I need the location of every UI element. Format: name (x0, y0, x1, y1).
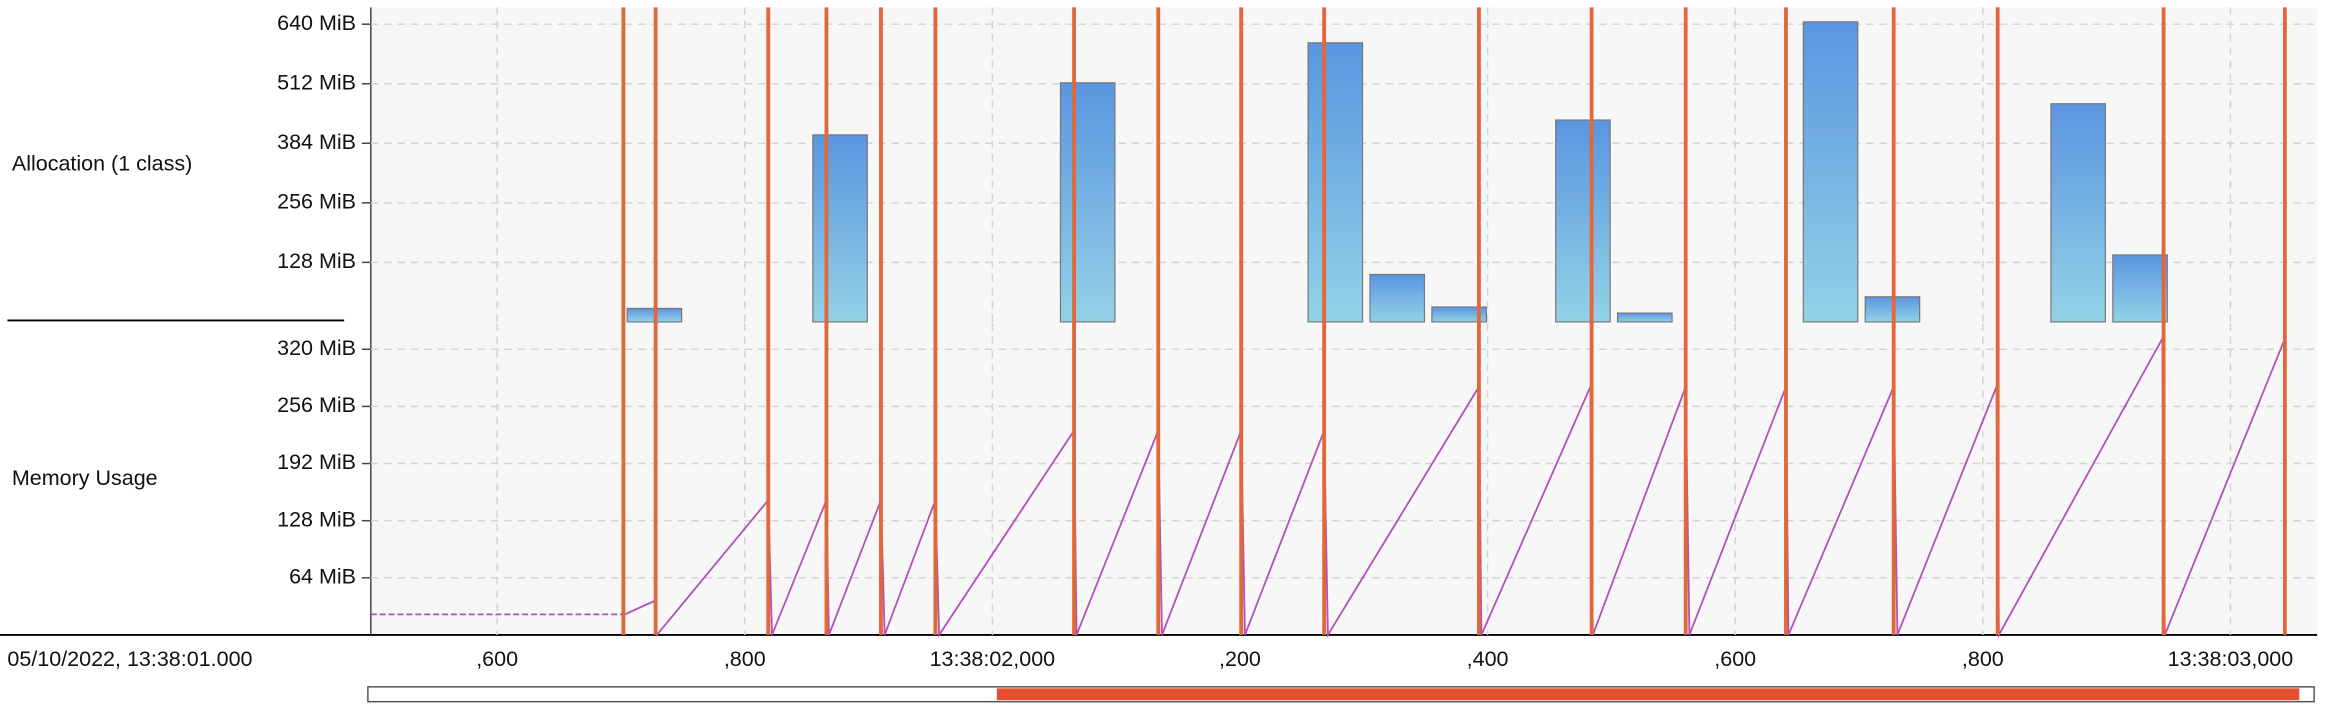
y-tick-label: 128 MiB (277, 249, 356, 273)
panel-label: Memory Usage (12, 466, 158, 490)
x-tick-label: ,800 (1962, 647, 2004, 671)
bar (1431, 306, 1487, 323)
bar (1802, 21, 1859, 323)
scrollbar-thumb[interactable] (996, 688, 2300, 701)
x-tick-label: ,600 (476, 647, 518, 671)
y-tick-label: 64 MiB (289, 564, 356, 588)
chart-layer: ,600 ,800 13:38:02,000 ,200 ,400 ,600 ,800 13:3… (277, 7, 2318, 671)
bar (1616, 312, 1673, 323)
bar (1307, 42, 1364, 323)
y-tick-label: 256 MiB (277, 393, 356, 417)
x-tick-label: ,400 (1467, 647, 1509, 671)
x-tick-label: ,200 (1219, 647, 1261, 671)
x-tick-label: 13:38:03,000 (2168, 647, 2294, 671)
x-tick-label: 13:38:02,000 (930, 647, 1056, 671)
bar (812, 134, 868, 323)
start-time-label: 05/10/2022, 13:38:01.000 (7, 647, 252, 671)
y-tick-label: 256 MiB (277, 189, 356, 213)
bar (2112, 254, 2168, 323)
panel-label: Allocation (1 class) (12, 151, 192, 175)
y-tick-label: 320 MiB (277, 336, 356, 360)
bar (2050, 103, 2106, 323)
y-tick-label: 384 MiB (277, 130, 356, 154)
y-tick-label: 640 MiB (277, 11, 356, 35)
bar (1059, 82, 1116, 323)
y-tick-label: 128 MiB (277, 507, 356, 531)
bar (1369, 273, 1426, 323)
bar (1555, 119, 1611, 323)
x-tick-label: ,600 (1714, 647, 1756, 671)
x-tick-label: ,800 (724, 647, 766, 671)
y-tick-label: 512 MiB (277, 70, 356, 94)
y-tick-label: 192 MiB (277, 450, 356, 474)
